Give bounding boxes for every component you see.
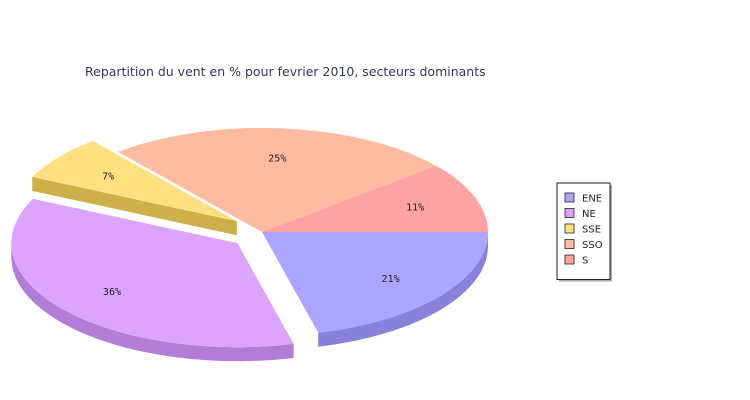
legend-swatch-ene bbox=[564, 192, 575, 203]
legend-label-sso: SSO bbox=[582, 240, 603, 251]
slice-wall-ne bbox=[11, 243, 294, 362]
data-label-sso: 25% bbox=[268, 153, 286, 164]
data-label-ne: 36% bbox=[103, 287, 121, 298]
legend-swatch-sse bbox=[564, 223, 575, 234]
legend-label-s: S bbox=[582, 256, 588, 267]
slice-sse bbox=[32, 141, 237, 222]
slice-wall-ene bbox=[318, 232, 489, 347]
slice-ne bbox=[11, 198, 294, 348]
chart-title: Repartition du vent en % pour fevrier 20… bbox=[85, 64, 486, 79]
chart-legend: ENE NE SSE SSO S bbox=[556, 182, 612, 282]
slice-s bbox=[262, 165, 488, 232]
legend-swatch-ne bbox=[564, 208, 575, 218]
legend-label-sse: SSE bbox=[582, 225, 601, 236]
legend-label-ene: ENE bbox=[582, 194, 602, 205]
data-label-s: 11% bbox=[406, 203, 424, 214]
slice-edge-sse-0 bbox=[32, 176, 237, 236]
slice-side-ene bbox=[318, 232, 489, 347]
slice-sso bbox=[117, 128, 437, 232]
data-label-sse: 7% bbox=[102, 171, 114, 182]
slice-ene bbox=[262, 232, 488, 333]
data-label-ene: 21% bbox=[382, 274, 400, 285]
legend-label-ne: NE bbox=[582, 209, 596, 220]
legend-swatch-sso bbox=[564, 239, 575, 249]
legend-swatch-s bbox=[564, 254, 575, 265]
